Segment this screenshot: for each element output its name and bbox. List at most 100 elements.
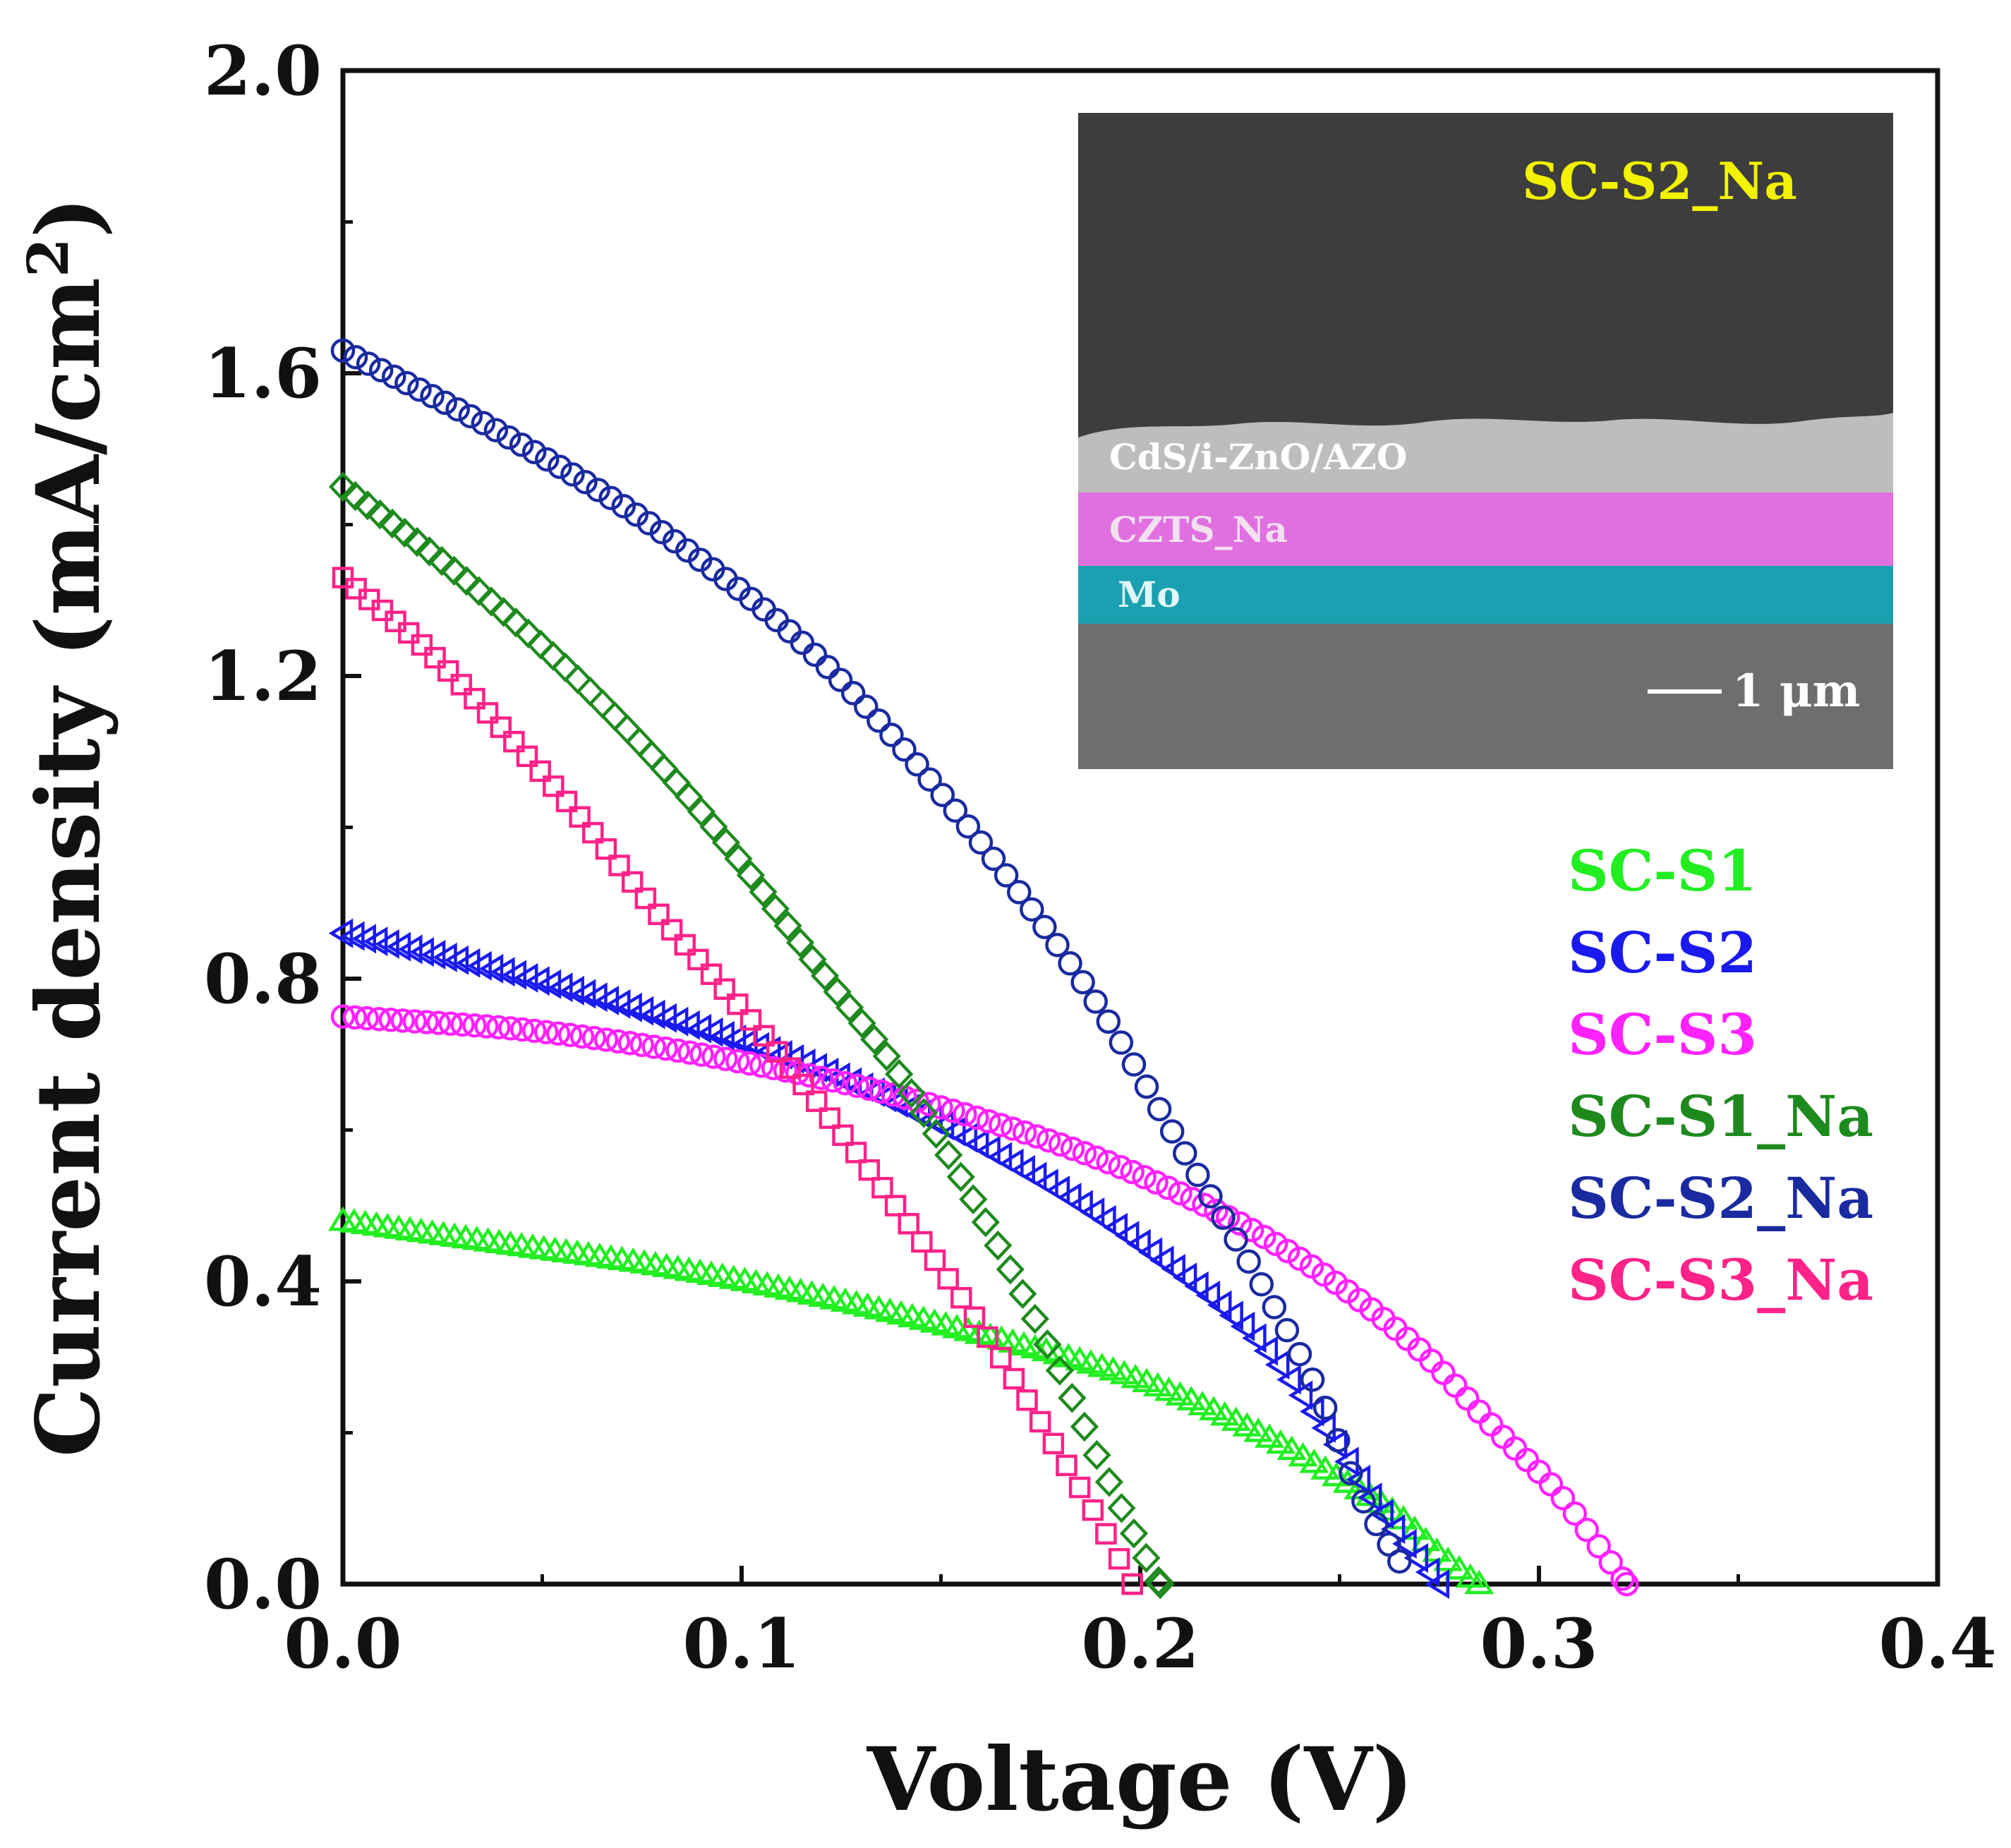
legend-label-sc-s3-na: SC-S3_Na xyxy=(1568,1247,1873,1313)
data-point-triangle-up xyxy=(1243,1418,1274,1442)
data-point-triangle-up xyxy=(1288,1442,1318,1467)
data-point-square xyxy=(766,1041,788,1063)
data-point-triangle-left xyxy=(1253,1336,1279,1366)
data-point-circle xyxy=(414,1010,439,1034)
series-sc-s1-na xyxy=(328,471,1175,1600)
data-point-circle xyxy=(840,681,866,706)
data-point-circle xyxy=(1287,1246,1312,1272)
legend-label-sc-s2-na: SC-S2_Na xyxy=(1568,1165,1873,1231)
data-point-circle xyxy=(368,358,394,382)
data-point-circle xyxy=(1120,1159,1145,1185)
data-point-triangle-left xyxy=(490,957,515,987)
data-point-diamond xyxy=(662,768,691,798)
data-point-square xyxy=(621,871,644,893)
data-point-square xyxy=(819,1107,841,1129)
data-point-triangle-left xyxy=(397,934,423,965)
data-point-triangle-left xyxy=(1068,1190,1093,1220)
y-axis-title: Current density (mA/cm2) xyxy=(15,197,120,1458)
data-point-circle xyxy=(496,425,521,450)
data-point-diamond xyxy=(749,876,778,907)
data-point-circle xyxy=(1251,1224,1276,1250)
data-point-circle xyxy=(624,502,649,527)
data-point-triangle-up xyxy=(1188,1391,1218,1415)
data-point-diamond xyxy=(563,664,592,694)
data-point-square xyxy=(779,1057,802,1079)
data-point-circle xyxy=(420,384,445,409)
data-point-circle xyxy=(1168,1180,1192,1206)
data-point-square xyxy=(950,1286,972,1309)
data-point-circle xyxy=(629,1032,654,1058)
data-point-circle xyxy=(1144,1170,1168,1195)
data-point-triangle-up xyxy=(1321,1461,1351,1487)
data-point-circle xyxy=(1312,1395,1338,1420)
data-point-circle xyxy=(462,1013,487,1038)
data-point-square xyxy=(727,993,749,1015)
data-point-diamond xyxy=(1070,1411,1099,1442)
series-sc-s2 xyxy=(328,918,1449,1599)
data-point-circle xyxy=(1224,1227,1248,1252)
data-point-circle xyxy=(1598,1550,1623,1575)
data-point-circle xyxy=(1311,1262,1336,1287)
data-point-circle xyxy=(1236,1249,1261,1274)
data-point-square xyxy=(516,745,538,768)
data-point-diamond xyxy=(415,536,444,567)
data-point-diamond xyxy=(341,481,370,512)
data-point-diamond xyxy=(526,629,555,660)
data-point-circle xyxy=(1274,1317,1300,1343)
data-point-circle xyxy=(1387,1549,1412,1574)
data-point-triangle-left xyxy=(1045,1176,1070,1206)
data-point-diamond xyxy=(773,910,802,941)
data-point-diamond xyxy=(477,586,506,617)
data-point-triangle-left xyxy=(1392,1528,1417,1559)
data-point-diamond xyxy=(1082,1439,1111,1470)
data-point-circle xyxy=(802,642,828,668)
inset-layer-label-top: CdS/i-ZnO/AZO xyxy=(1109,436,1407,478)
series-sc-s3-na xyxy=(332,567,1143,1595)
data-point-diamond xyxy=(464,576,493,607)
inset-czts-layer xyxy=(1078,493,1893,566)
data-point-diamond xyxy=(551,652,580,683)
data-point-diamond xyxy=(440,555,469,586)
data-point-circle xyxy=(869,1079,893,1104)
data-point-square xyxy=(1121,1573,1143,1595)
inset-substrate xyxy=(1078,624,1893,769)
data-point-triangle-left xyxy=(409,937,434,967)
data-point-square xyxy=(792,1073,814,1096)
data-point-circle xyxy=(1614,1571,1639,1597)
data-point-circle xyxy=(1467,1399,1492,1424)
data-point-circle xyxy=(458,404,483,429)
data-point-diamond xyxy=(452,565,481,596)
series-sc-s2-na xyxy=(330,338,1412,1574)
data-point-diamond xyxy=(699,811,728,843)
data-point-circle xyxy=(965,1105,989,1130)
y-tick-label: 0.4 xyxy=(204,1242,322,1322)
data-point-diamond xyxy=(1094,1466,1124,1497)
data-point-diamond xyxy=(860,1024,889,1055)
data-point-circle xyxy=(545,1021,571,1046)
data-point-circle xyxy=(1228,1211,1252,1236)
data-point-square xyxy=(555,790,578,813)
data-point-diamond xyxy=(847,1008,876,1039)
data-point-circle xyxy=(450,1012,475,1037)
data-point-triangle-left xyxy=(1334,1447,1359,1477)
data-point-square xyxy=(648,903,670,926)
data-point-triangle-left xyxy=(1114,1221,1140,1251)
data-point-circle xyxy=(1083,989,1108,1014)
data-point-circle xyxy=(955,814,981,839)
inset-top-layer xyxy=(1078,413,1893,494)
data-point-triangle-left xyxy=(502,960,527,990)
data-point-circle xyxy=(521,440,547,464)
data-point-diamond xyxy=(736,860,766,890)
data-point-diamond xyxy=(798,944,827,974)
data-point-circle xyxy=(1084,1145,1109,1170)
data-point-diamond xyxy=(538,641,567,671)
y-tick-label: 2.0 xyxy=(204,31,322,111)
axis-ticks: 0.0 0.1 0.2 0.3 0.4 0.0 0.4 0.8 1.2 1.6 2.0 xyxy=(204,31,1997,1684)
data-point-square xyxy=(503,730,525,753)
data-point-diamond xyxy=(910,1098,938,1128)
data-point-circle xyxy=(713,1046,738,1072)
data-point-circle xyxy=(1287,1341,1312,1367)
data-point-diamond xyxy=(785,927,815,958)
data-point-square xyxy=(411,634,433,656)
